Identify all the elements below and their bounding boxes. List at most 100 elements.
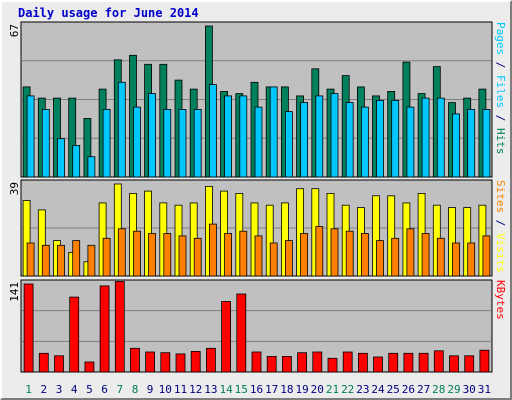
bar-hits-day-5 [83, 118, 92, 178]
bar-hits-day-3 [53, 97, 61, 178]
bar-kbytes-day-3 [54, 355, 64, 373]
bar-kbytes-day-6 [99, 285, 110, 373]
series-label-part: Pages [494, 22, 507, 55]
bar-kbytes-day-9 [145, 351, 156, 373]
bar-sites-day-3 [57, 244, 65, 277]
x-tick-label-day-31: 31 [478, 383, 491, 396]
y-max-label: 141 [8, 282, 21, 302]
bar-sites-day-1 [26, 242, 35, 277]
bar-sites-day-13 [208, 223, 217, 277]
bar-files-day-29 [452, 113, 460, 178]
bar-kbytes-day-13 [205, 347, 216, 373]
bar-sites-day-24 [376, 240, 384, 277]
panel-hits_files: 67 Pages / Files / Hits [8, 21, 507, 178]
bar-kbytes-day-11 [175, 353, 186, 373]
bar-sites-day-12 [193, 237, 202, 277]
series-label-part: / [494, 108, 507, 128]
x-tick-label-day-12: 12 [189, 383, 202, 396]
bar-files-day-19 [300, 102, 309, 178]
x-tick-label-day-3: 3 [56, 383, 63, 396]
x-tick-label-day-21: 21 [326, 383, 339, 396]
bar-visits-day-1 [22, 200, 31, 277]
x-tick-label-day-9: 9 [147, 383, 154, 396]
series-label-part: Files [494, 75, 507, 108]
bar-files-day-22 [345, 102, 354, 178]
bar-kbytes-day-7 [114, 281, 125, 373]
series-label-part: Visits [494, 233, 507, 273]
x-tick-label-day-16: 16 [250, 383, 263, 396]
bar-files-day-13 [208, 84, 217, 178]
bar-files-day-18 [284, 111, 293, 178]
series-label-part: / [494, 55, 507, 75]
series-label-part: KBytes [494, 280, 507, 320]
bar-kbytes-day-21 [327, 357, 338, 373]
x-tick-label-day-28: 28 [432, 383, 445, 396]
bar-visits-day-2 [37, 209, 46, 277]
bar-kbytes-day-26 [403, 352, 414, 373]
bar-files-day-15 [239, 95, 248, 178]
bar-kbytes-day-18 [281, 355, 292, 373]
bar-kbytes-day-28 [433, 350, 444, 373]
bar-visits-day-25 [387, 195, 396, 277]
x-tick-label-day-25: 25 [387, 383, 400, 396]
x-tick-label-day-5: 5 [86, 383, 93, 396]
bar-sites-day-6 [102, 237, 111, 277]
series-label-part: Sites [494, 180, 507, 213]
bar-kbytes-day-25 [388, 352, 399, 373]
bar-sites-day-15 [239, 230, 248, 277]
bar-sites-day-19 [300, 233, 309, 277]
x-tick-label-day-26: 26 [402, 383, 415, 396]
bar-sites-day-8 [133, 230, 141, 277]
x-tick-label-day-15: 15 [235, 383, 248, 396]
bar-kbytes-day-22 [342, 351, 353, 373]
series-label: Pages / Files / Hits [494, 22, 507, 155]
bar-files-day-14 [224, 95, 233, 178]
bar-files-day-28 [436, 97, 445, 178]
bar-kbytes-day-23 [357, 352, 368, 373]
bar-sites-day-23 [360, 233, 369, 277]
bar-files-day-7 [117, 81, 126, 178]
bar-sites-day-5 [87, 244, 96, 277]
bar-sites-day-2 [41, 244, 50, 277]
panel-visits_sites: 39 Sites / Visits [8, 179, 507, 277]
bar-kbytes-day-24 [373, 356, 383, 373]
y-max-label: 39 [8, 182, 21, 195]
x-tick-label-day-29: 29 [447, 383, 460, 396]
x-tick-label-day-19: 19 [295, 383, 308, 396]
bar-files-day-27 [421, 97, 430, 178]
bar-kbytes-day-12 [190, 350, 201, 373]
bar-files-day-12 [193, 109, 202, 178]
bar-sites-day-22 [345, 230, 354, 277]
series-label-part: / [494, 213, 507, 233]
bar-kbytes-day-1 [23, 283, 34, 373]
bar-sites-day-20 [315, 226, 324, 277]
bar-hits-day-4 [68, 97, 77, 178]
bar-files-day-4 [72, 144, 81, 178]
x-tick-label-day-24: 24 [371, 383, 385, 396]
x-tick-label-day-22: 22 [341, 383, 354, 396]
x-tick-label-day-14: 14 [219, 383, 233, 396]
x-tick-label-day-1: 1 [25, 383, 32, 396]
bar-files-day-20 [315, 95, 324, 178]
bar-files-day-6 [102, 109, 111, 178]
bar-visits-day-30 [463, 207, 472, 277]
bar-kbytes-day-29 [449, 355, 459, 373]
bar-kbytes-day-30 [464, 355, 475, 373]
x-tick-label-day-11: 11 [174, 383, 187, 396]
series-label: Sites / Visits [494, 180, 507, 273]
bar-kbytes-day-19 [297, 352, 308, 373]
bar-sites-day-28 [436, 237, 445, 277]
bar-files-day-23 [360, 106, 369, 178]
x-tick-label-day-6: 6 [101, 383, 108, 396]
bar-files-day-10 [163, 109, 172, 178]
bar-files-day-11 [178, 109, 187, 178]
bar-sites-day-21 [330, 228, 339, 277]
bar-kbytes-day-16 [251, 351, 262, 373]
bar-files-day-3 [57, 138, 65, 178]
panel-kbytes: 141 KBytes [8, 279, 507, 373]
x-tick-label-day-8: 8 [132, 383, 139, 396]
bar-visits-day-24 [372, 195, 380, 277]
bar-kbytes-day-2 [38, 352, 49, 373]
bar-files-day-21 [330, 93, 339, 178]
